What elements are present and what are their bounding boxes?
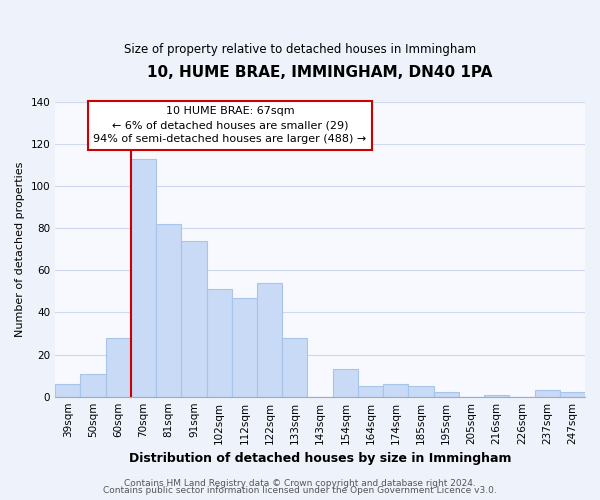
Bar [535,390,560,396]
Bar [156,224,181,396]
Bar [560,392,585,396]
Bar [206,290,232,397]
Bar [181,241,206,396]
Bar [383,384,409,396]
X-axis label: Distribution of detached houses by size in Immingham: Distribution of detached houses by size … [129,452,511,465]
Text: Size of property relative to detached houses in Immingham: Size of property relative to detached ho… [124,42,476,56]
Bar [106,338,131,396]
Bar [332,370,358,396]
Bar [55,384,80,396]
Text: Contains HM Land Registry data © Crown copyright and database right 2024.: Contains HM Land Registry data © Crown c… [124,478,476,488]
Title: 10, HUME BRAE, IMMINGHAM, DN40 1PA: 10, HUME BRAE, IMMINGHAM, DN40 1PA [148,65,493,80]
Bar [131,159,156,396]
Bar [358,386,383,396]
Text: Contains public sector information licensed under the Open Government Licence v3: Contains public sector information licen… [103,486,497,495]
Bar [282,338,307,396]
Bar [80,374,106,396]
Bar [232,298,257,396]
Y-axis label: Number of detached properties: Number of detached properties [15,162,25,337]
Text: 10 HUME BRAE: 67sqm
← 6% of detached houses are smaller (29)
94% of semi-detache: 10 HUME BRAE: 67sqm ← 6% of detached hou… [94,106,367,144]
Bar [257,283,282,397]
Bar [434,392,459,396]
Bar [484,394,509,396]
Bar [409,386,434,396]
